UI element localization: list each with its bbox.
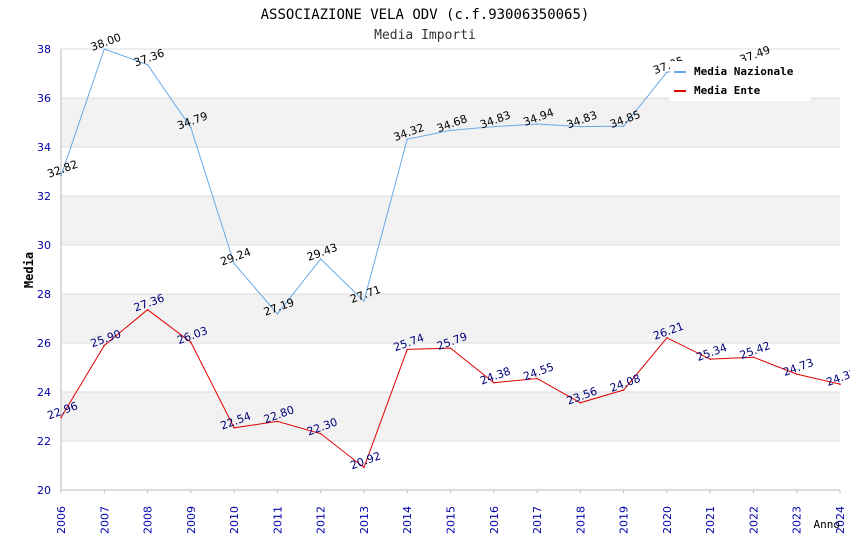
grid-band — [61, 98, 840, 147]
data-point-media-ente — [709, 358, 711, 360]
data-point-media-nazionale — [60, 175, 62, 177]
legend-label-media-nazionale: Media Nazionale — [694, 65, 794, 78]
data-point-media-ente — [363, 466, 365, 469]
chart-subtitle: Media Importi — [374, 28, 476, 43]
x-tick-label: 2021 — [704, 506, 717, 534]
legend: Media Nazionale Media Ente — [670, 61, 810, 101]
series-group — [60, 48, 841, 469]
grid-band — [61, 294, 840, 343]
y-tick-label: 34 — [37, 141, 51, 154]
data-point-media-ente — [276, 420, 279, 423]
x-tick-label: 2019 — [618, 506, 631, 534]
data-point-media-ente — [233, 426, 235, 429]
x-tick-label: 2014 — [401, 506, 414, 534]
x-tick-label: 2012 — [315, 506, 328, 534]
data-point-media-ente — [795, 373, 798, 375]
data-point-media-ente — [146, 308, 149, 311]
x-tick-label: 2016 — [488, 506, 501, 534]
x-tick-label: 2008 — [142, 506, 155, 534]
x-tick-label: 2006 — [55, 506, 68, 534]
y-tick-label: 36 — [37, 92, 51, 105]
data-point-media-nazionale — [536, 123, 538, 125]
x-tick-label: 2010 — [228, 506, 241, 534]
x-tick-label: 2020 — [661, 506, 674, 534]
data-point-media-ente — [622, 389, 625, 391]
data-point-media-nazionale — [103, 48, 106, 50]
data-point-media-ente — [406, 348, 409, 351]
y-tick-label: 26 — [37, 337, 51, 350]
x-tick-label: 2011 — [271, 506, 284, 534]
data-point-media-nazionale — [579, 125, 582, 128]
y-axis-label: Media — [22, 252, 36, 288]
data-point-media-ente — [666, 337, 668, 339]
chart-title: ASSOCIAZIONE VELA ODV (c.f.93006350065) — [261, 7, 590, 23]
x-tick-label: 2017 — [531, 506, 544, 534]
y-tick-label: 24 — [37, 386, 51, 399]
x-tick-label: 2018 — [574, 506, 587, 534]
x-tick-label: 2024 — [834, 506, 847, 534]
grid-bands — [61, 98, 840, 441]
x-tick-label: 2009 — [185, 506, 198, 534]
legend-box — [670, 61, 810, 101]
grid-band — [61, 196, 840, 245]
x-tick-label: 2013 — [358, 506, 371, 534]
data-point-media-ente — [449, 347, 452, 349]
data-point-media-ente — [536, 377, 538, 380]
grid-band — [61, 392, 840, 441]
data-point-media-nazionale — [492, 125, 495, 128]
data-point-media-ente — [103, 344, 106, 347]
x-tick-labels: 2006 2007 2008 2009 2010 2011 2012 2013 2014 2015… — [55, 490, 847, 534]
x-axis-label: Anno — [814, 518, 841, 531]
data-point-media-nazionale — [406, 138, 409, 140]
data-point-media-ente — [492, 381, 495, 384]
y-tick-label: 30 — [37, 239, 51, 252]
x-tick-label: 2022 — [747, 506, 760, 534]
y-tick-label: 32 — [37, 190, 51, 203]
data-point-media-nazionale — [319, 258, 322, 260]
data-point-media-ente — [60, 416, 62, 419]
y-tick-label: 28 — [37, 288, 51, 301]
x-tick-label: 2007 — [98, 506, 111, 534]
data-point-media-nazionale — [363, 300, 365, 302]
y-tick-label: 38 — [37, 43, 51, 56]
data-point-media-nazionale — [233, 262, 235, 265]
data-point-media-ente — [579, 401, 582, 404]
data-point-media-nazionale — [190, 126, 192, 129]
data-point-media-nazionale — [146, 63, 149, 66]
y-tick-labels: 20 22 24 26 28 30 32 34 36 38 — [37, 43, 51, 497]
data-point-media-nazionale — [449, 129, 452, 132]
y-tick-label: 20 — [37, 484, 51, 497]
data-point-media-nazionale — [622, 125, 625, 127]
data-point-media-ente — [319, 432, 322, 435]
data-point-media-ente — [752, 356, 755, 359]
x-tick-label: 2023 — [791, 506, 804, 534]
legend-label-media-ente: Media Ente — [694, 84, 761, 97]
series-line-media-nazionale — [60, 48, 754, 315]
data-point-media-nazionale — [276, 313, 279, 315]
y-tick-label: 22 — [37, 435, 51, 448]
x-tick-label: 2015 — [445, 506, 458, 534]
data-point-media-ente — [190, 341, 192, 344]
data-point-media-ente — [839, 383, 841, 385]
data-point-media-nazionale — [666, 71, 668, 74]
